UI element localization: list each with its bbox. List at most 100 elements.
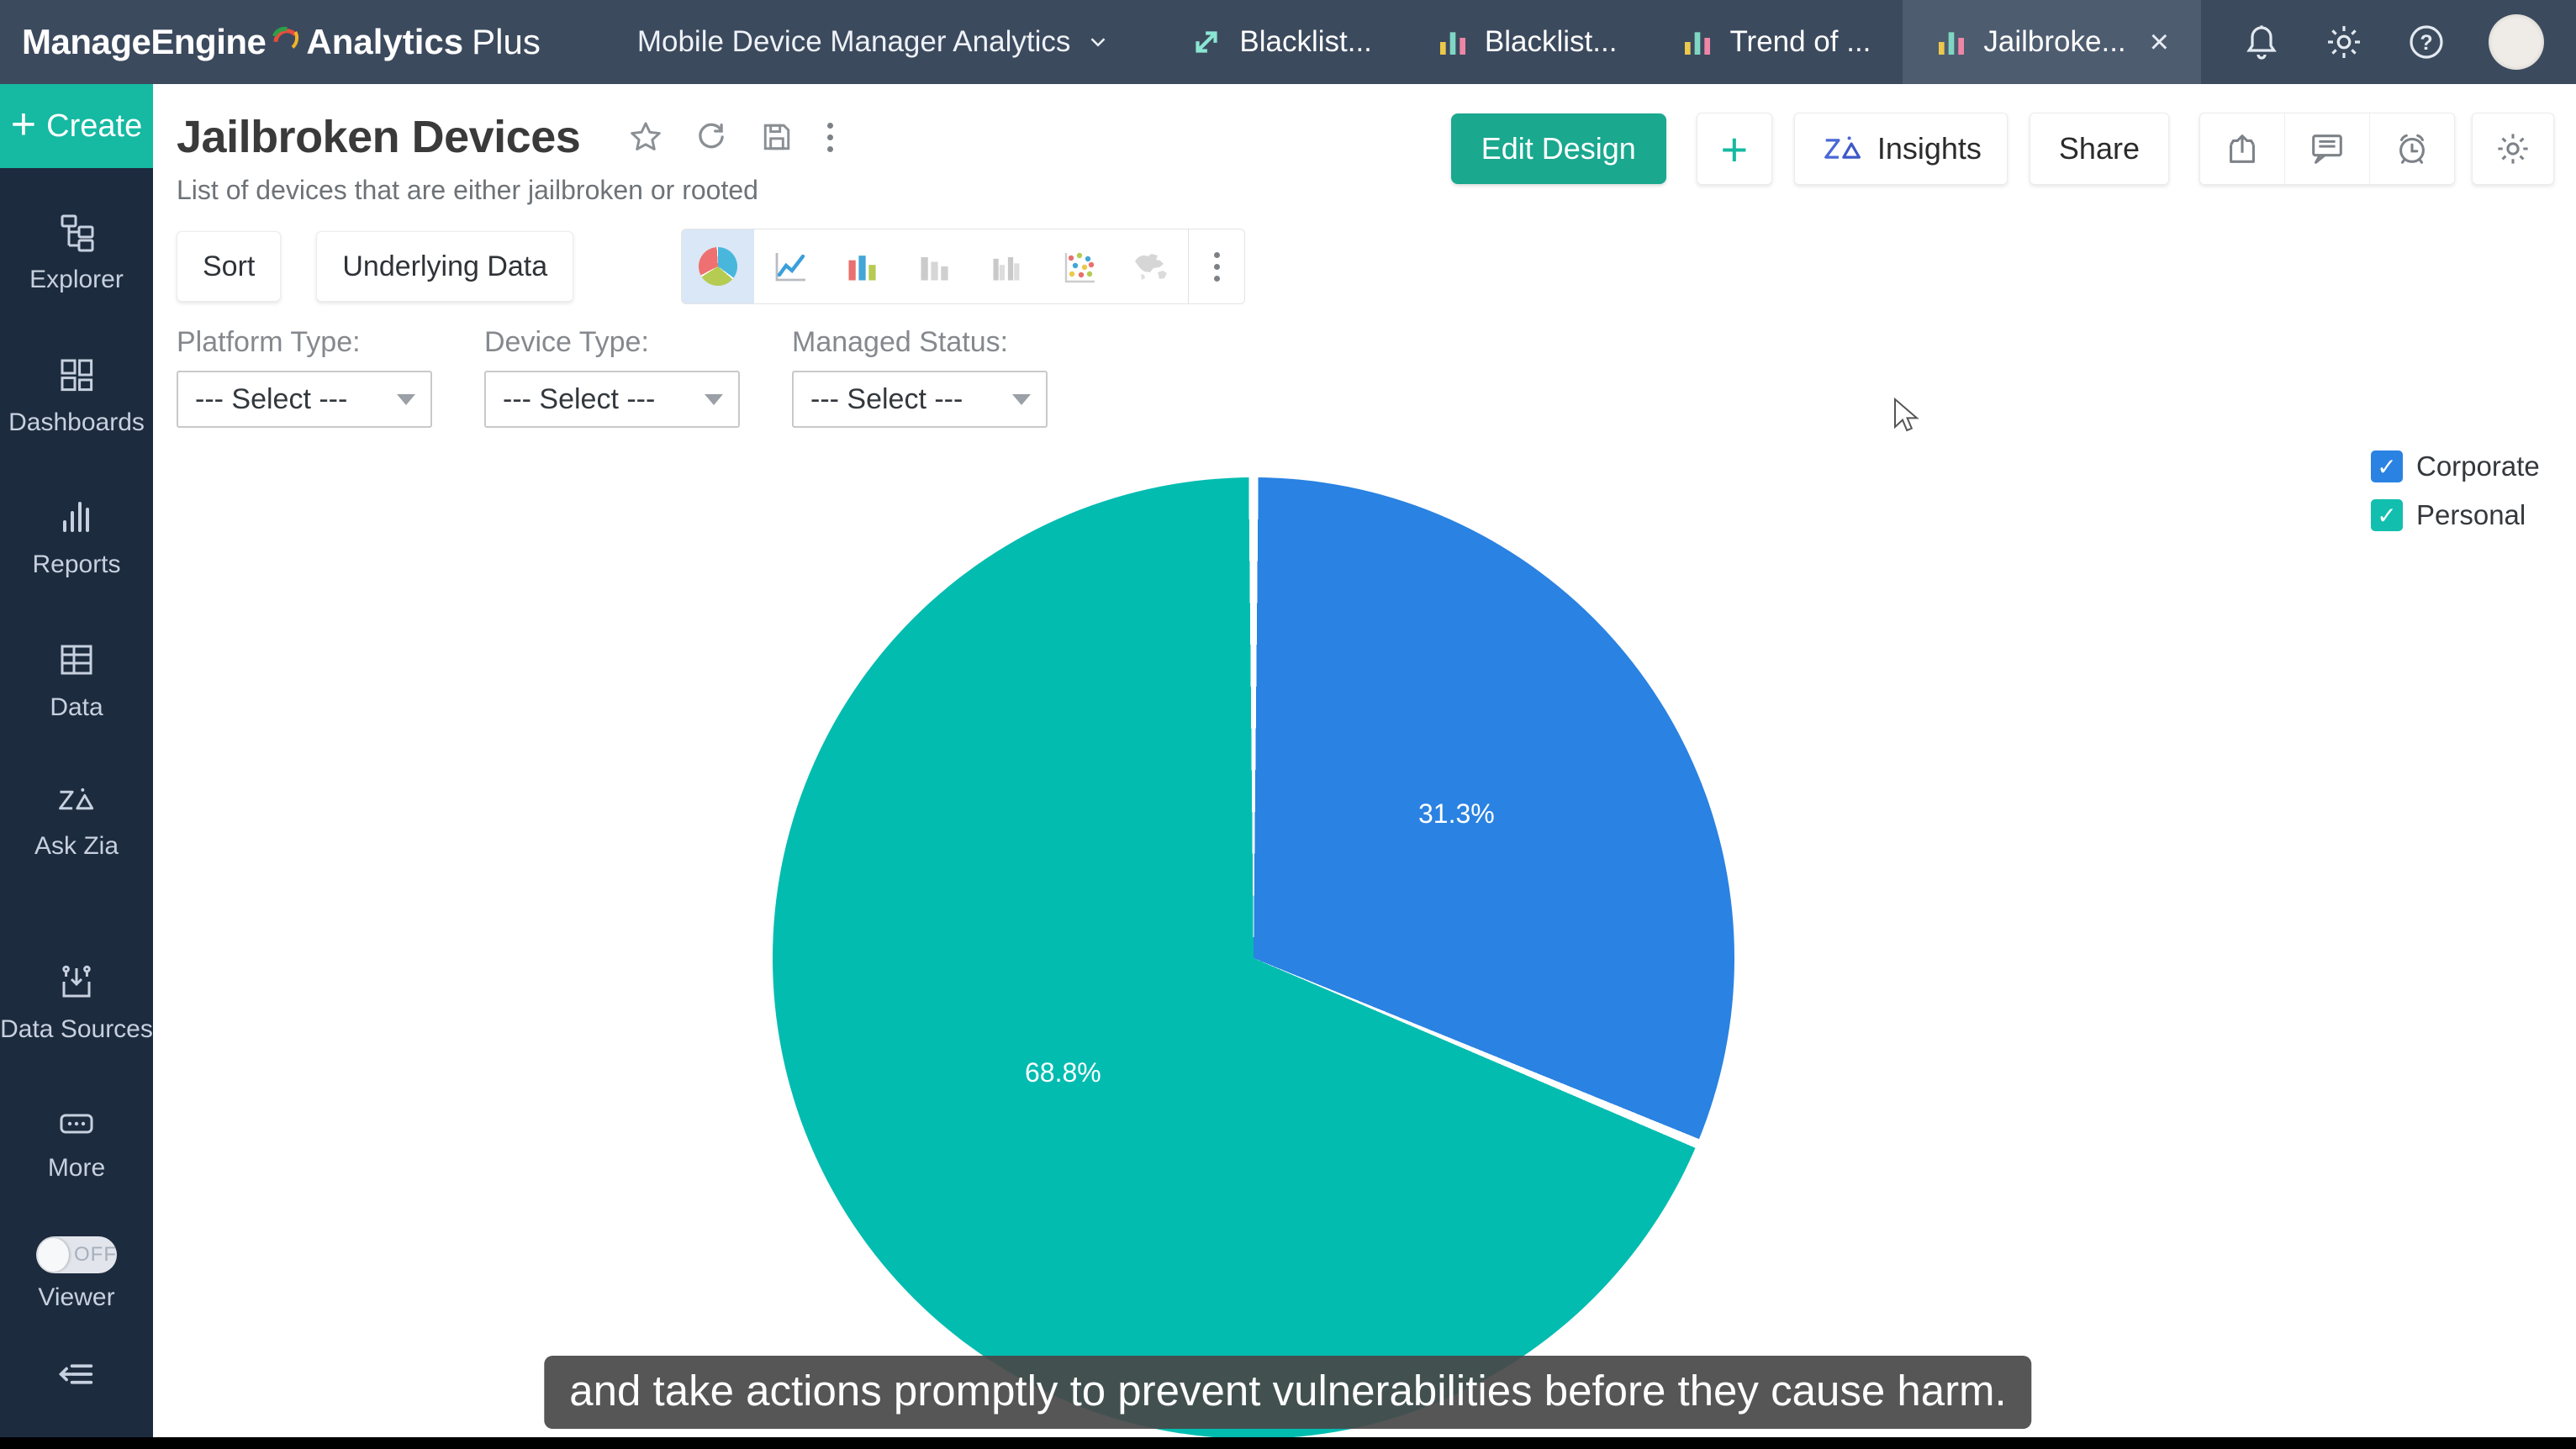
legend-item-personal[interactable]: ✓ Personal [2371, 499, 2540, 531]
mini-bar-chart-icon [1436, 24, 1470, 60]
tab-jailbroken-active[interactable]: Jailbroke... × [1903, 0, 2202, 84]
close-tab-icon[interactable]: × [2149, 24, 2170, 61]
chart-type-pie-icon[interactable] [682, 229, 755, 303]
sidebar-item-explorer[interactable]: Explorer [29, 212, 124, 296]
caret-down-icon [1012, 393, 1031, 405]
report-tools [2199, 113, 2455, 185]
filter-device-type: Device Type: --- Select --- [484, 326, 740, 428]
chart-type-switcher [681, 229, 1246, 304]
view-toolbar: Sort Underlying Data [177, 229, 1246, 304]
share-button[interactable]: Share [2029, 113, 2169, 185]
viewer-toggle[interactable]: OFF [36, 1236, 117, 1273]
mini-bar-chart-icon [1935, 24, 1968, 60]
platform-type-select[interactable]: --- Select --- [177, 371, 432, 428]
sidebar-item-more[interactable]: More [48, 1107, 105, 1184]
gear-icon[interactable] [2324, 22, 2364, 62]
brand-swoosh-icon [267, 19, 301, 53]
sidebar-item-data-sources[interactable]: Data Sources [0, 962, 153, 1046]
chart-type-scatter-icon[interactable] [1043, 229, 1116, 303]
brand-logo[interactable]: ManageEngine Analytics Plus [22, 0, 541, 84]
sidebar: + Create Explorer [0, 84, 153, 1449]
mini-bar-chart-icon [1681, 24, 1714, 60]
sidebar-item-dashboards[interactable]: Dashboards [8, 355, 145, 439]
title-row: Jailbroken Devices [177, 111, 837, 163]
user-avatar[interactable] [2489, 14, 2544, 70]
toggle-knob [38, 1237, 69, 1272]
trend-arrow-icon [1189, 24, 1224, 60]
add-button[interactable]: + [1696, 113, 1772, 185]
edit-design-button[interactable]: Edit Design [1450, 113, 1666, 184]
chart-type-map-icon[interactable] [1116, 229, 1188, 303]
pie-slice-label-corporate: 31.3% [1418, 798, 1495, 829]
pie-slice-label-personal: 68.8% [1025, 1057, 1101, 1088]
chart-type-bar-gray-icon[interactable] [899, 229, 971, 303]
bell-icon[interactable] [2241, 22, 2282, 62]
filter-label: Device Type: [484, 326, 649, 358]
managed-status-select[interactable]: --- Select --- [792, 371, 1048, 428]
help-icon[interactable]: ? [2406, 22, 2447, 62]
viewer-toggle-wrap: OFF Viewer [36, 1236, 117, 1312]
create-button[interactable]: + Create [0, 84, 153, 168]
chart-type-bar-grouped-icon[interactable] [971, 229, 1043, 303]
report-tabs: Blacklist... Blacklist... [1157, 0, 2202, 84]
comments-icon[interactable] [2284, 113, 2369, 184]
brand-manageengine: ManageEngine [22, 22, 267, 61]
plus-icon: + [10, 100, 37, 149]
mouse-cursor [1892, 397, 1925, 434]
brand-plus: Plus [472, 22, 541, 61]
toggle-state-label: OFF [74, 1242, 117, 1266]
tab-trend-of[interactable]: Trend of ... [1649, 0, 1903, 84]
filter-label: Managed Status: [792, 326, 1009, 358]
settings-icon[interactable] [2472, 113, 2554, 185]
tab-blacklist-2[interactable]: Blacklist... [1404, 0, 1650, 84]
sidebar-item-reports[interactable]: Reports [32, 497, 121, 581]
data-sources-icon [56, 962, 97, 1002]
alarm-schedule-icon[interactable] [2369, 113, 2454, 184]
data-table-icon [56, 640, 97, 680]
legend-item-corporate[interactable]: ✓ Corporate [2371, 451, 2540, 482]
chevron-down-icon [1085, 29, 1111, 55]
collapse-sidebar-icon[interactable] [55, 1352, 98, 1396]
refresh-icon[interactable] [693, 119, 730, 155]
filter-label: Platform Type: [177, 326, 361, 358]
filter-platform-type: Platform Type: --- Select --- [177, 326, 432, 428]
more-chart-types-icon[interactable] [1188, 229, 1244, 303]
topbar: ManageEngine Analytics Plus Mobile Devic… [0, 0, 2576, 84]
report-view: Jailbroken Devices [153, 84, 2576, 1449]
filter-row: Platform Type: --- Select --- Device Typ… [177, 326, 1048, 428]
underlying-data-button[interactable]: Underlying Data [316, 231, 574, 302]
chart-legend: ✓ Corporate ✓ Personal [2371, 451, 2540, 531]
device-type-select[interactable]: --- Select --- [484, 371, 740, 428]
sort-button[interactable]: Sort [177, 231, 282, 302]
save-icon[interactable] [758, 119, 795, 155]
filter-managed-status: Managed Status: --- Select --- [792, 326, 1048, 428]
insights-button[interactable]: Insights [1793, 113, 2008, 185]
sidebar-item-ask-zia[interactable]: Ask Zia [34, 782, 119, 862]
workspace-name: Mobile Device Manager Analytics [636, 25, 1071, 58]
caret-down-icon [397, 393, 415, 405]
workspace-selector[interactable]: Mobile Device Manager Analytics [637, 0, 1111, 84]
pie-chart[interactable]: 31.3% 68.8% [773, 477, 1734, 1439]
zia-icon [55, 782, 98, 819]
export-icon[interactable] [2200, 113, 2284, 184]
svg-text:?: ? [2420, 31, 2432, 55]
topbar-right: ? [2241, 0, 2544, 84]
page-title: Jailbroken Devices [177, 112, 581, 162]
action-buttons: Edit Design + Insights Share [1450, 113, 2554, 185]
caret-down-icon [705, 393, 723, 405]
tab-blacklist-1[interactable]: Blacklist... [1157, 0, 1404, 84]
letterbox-bar [0, 1437, 2576, 1449]
chart-type-bar-icon[interactable] [826, 229, 899, 303]
report-description: List of devices that are either jailbrok… [177, 175, 758, 205]
chart-type-line-icon[interactable] [754, 229, 826, 303]
more-ellipsis-icon [56, 1107, 97, 1141]
checkbox-checked-icon[interactable]: ✓ [2371, 499, 2403, 531]
favorite-star-icon[interactable] [627, 119, 664, 155]
viewer-label: Viewer [38, 1283, 115, 1311]
sidebar-item-data[interactable]: Data [50, 640, 103, 724]
brand-analytics: Analytics [306, 22, 464, 61]
dashboards-grid-icon [56, 355, 97, 395]
checkbox-checked-icon[interactable]: ✓ [2371, 451, 2403, 482]
more-options-icon[interactable] [824, 119, 837, 155]
